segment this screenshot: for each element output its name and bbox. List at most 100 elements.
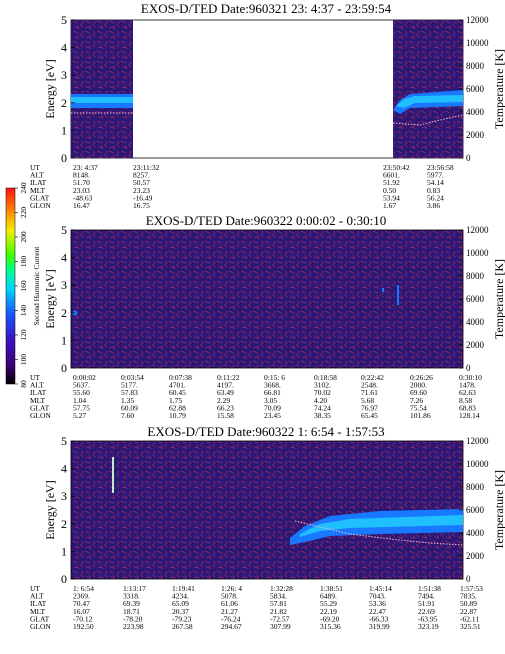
table-cell: 0:26:26	[410, 373, 433, 382]
table-cell: 76.97	[361, 403, 378, 412]
table-cell: 62.88	[169, 403, 186, 412]
y-tick-label-right: 12000	[466, 15, 489, 25]
table-cell: 5177.	[121, 381, 138, 390]
table-row-label: ILAT	[30, 388, 47, 397]
table-cell: 192.50	[73, 622, 94, 631]
table-cell: 5977.	[427, 171, 444, 180]
y-tick-label-right: 12000	[466, 436, 489, 446]
table-cell: -16.49	[133, 193, 153, 202]
panel-3-energy-band-core	[300, 515, 463, 537]
table-cell: -62.11	[460, 614, 479, 623]
table-cell: 4197.	[217, 381, 234, 390]
colorbar-tick-label: 220	[19, 207, 28, 219]
table-cell: 1.04	[73, 396, 86, 405]
table-cell: -78.20	[123, 614, 143, 623]
panel-1-ylabel-left: Energy [eV]	[43, 59, 57, 118]
table-cell: 223.98	[123, 622, 144, 631]
y-tick-label-right: 2000	[466, 340, 485, 350]
panel-2-title: EXOS-D/TED Date:960322 0:00:02 - 0:30:10	[146, 213, 386, 228]
table-cell: 7.26	[410, 396, 423, 405]
table-cell: 6489.	[320, 592, 337, 601]
table-cell: 22.19	[320, 607, 337, 616]
table-cell: 55.29	[320, 599, 337, 608]
table-cell: 8148.	[73, 171, 90, 180]
panel-2-ylabel-right: Temperature [K]	[492, 259, 505, 339]
table-cell: 2.29	[217, 396, 230, 405]
y-tick-label-left: 5	[61, 223, 67, 237]
table-cell: 0:03:54	[121, 373, 144, 382]
table-cell: 8.58	[459, 396, 472, 405]
table-cell: 69.39	[123, 599, 140, 608]
table-cell: 50.57	[133, 178, 150, 187]
table-cell: 23.23	[133, 186, 150, 195]
table-cell: 75.54	[410, 403, 427, 412]
colorbar-tick-label: 200	[19, 231, 28, 243]
table-row-label: GLAT	[30, 193, 50, 202]
y-tick-label-left: 1	[61, 333, 67, 347]
panel-1-spectrogram-left	[71, 20, 133, 158]
table-cell: -72.57	[270, 614, 290, 623]
table-cell: 0.83	[427, 186, 440, 195]
y-tick-label-left: 4	[61, 251, 67, 265]
panel-3-temperature-trace	[294, 520, 464, 546]
table-cell: 23:50:42	[383, 163, 410, 172]
table-cell: 22.47	[369, 607, 386, 616]
table-cell: 21.27	[221, 607, 238, 616]
table-cell: -79.23	[172, 614, 192, 623]
table-cell: 16.75	[133, 201, 150, 210]
table-cell: -66.33	[369, 614, 389, 623]
table-cell: 65.45	[361, 411, 378, 420]
y-tick-label-left: 2	[61, 96, 67, 110]
y-tick-label-left: 2	[61, 517, 67, 531]
table-cell: 1.35	[121, 396, 134, 405]
table-cell: 57.81	[270, 599, 287, 608]
table-cell: -70.12	[73, 614, 93, 623]
panel-1-energy-band-right-core	[396, 95, 463, 108]
table-cell: 6601.	[383, 171, 400, 180]
table-row-label: UT	[30, 584, 40, 593]
table-cell: 20.37	[172, 607, 189, 616]
table-cell: 10.79	[169, 411, 186, 420]
table-row-label: ILAT	[30, 599, 47, 608]
table-cell: 1: 6:54	[73, 584, 94, 593]
table-cell: 22.87	[460, 607, 477, 616]
table-cell: 0:18:58	[314, 373, 337, 382]
table-cell: 61.06	[221, 599, 238, 608]
table-cell: 3318.	[123, 592, 140, 601]
table-cell: 1:19:41	[172, 584, 195, 593]
y-tick-label-right: 4000	[466, 528, 485, 538]
panel-2-feature-right	[382, 285, 399, 305]
y-tick-label-left: 3	[61, 68, 67, 82]
y-tick-label-left: 1	[61, 123, 67, 137]
table-cell: 0:11:22	[217, 373, 240, 382]
table-cell: 1:32:28	[270, 584, 293, 593]
table-row-label: UT	[30, 373, 40, 382]
panel-2: EXOS-D/TED Date:960322 0:00:02 - 0:30:10…	[30, 213, 505, 420]
y-tick-label-left: 5	[61, 13, 67, 27]
y-tick-label-right: 10000	[466, 38, 489, 48]
table-cell: 3668.	[264, 381, 281, 390]
table-cell: 60.45	[169, 388, 186, 397]
colorbar-label: Second Harmonic Current	[32, 246, 41, 326]
table-cell: 5637.	[73, 381, 90, 390]
table-cell: 7835.	[460, 592, 477, 601]
table-cell: 23.45	[264, 411, 281, 420]
table-cell: 101.86	[410, 411, 431, 420]
table-cell: 55.60	[73, 388, 90, 397]
table-cell: 63.49	[217, 388, 234, 397]
table-cell: 323.19	[418, 622, 439, 631]
table-cell: 1:57:53	[460, 584, 483, 593]
y-tick-label-right: 4000	[466, 107, 485, 117]
table-cell: 5.27	[73, 411, 86, 420]
table-row-label: ALT	[30, 171, 44, 180]
table-cell: 1:26: 4	[221, 584, 242, 593]
table-cell: 62.63	[459, 388, 476, 397]
table-cell: -63.95	[418, 614, 438, 623]
table-cell: 8257.	[133, 171, 150, 180]
table-cell: 2548.	[361, 381, 378, 390]
table-row-label: GLAT	[30, 614, 50, 623]
table-cell: 2000.	[410, 381, 427, 390]
colorbar-ticks: 80 100 120 140 160 180 200 220 240	[15, 182, 28, 388]
